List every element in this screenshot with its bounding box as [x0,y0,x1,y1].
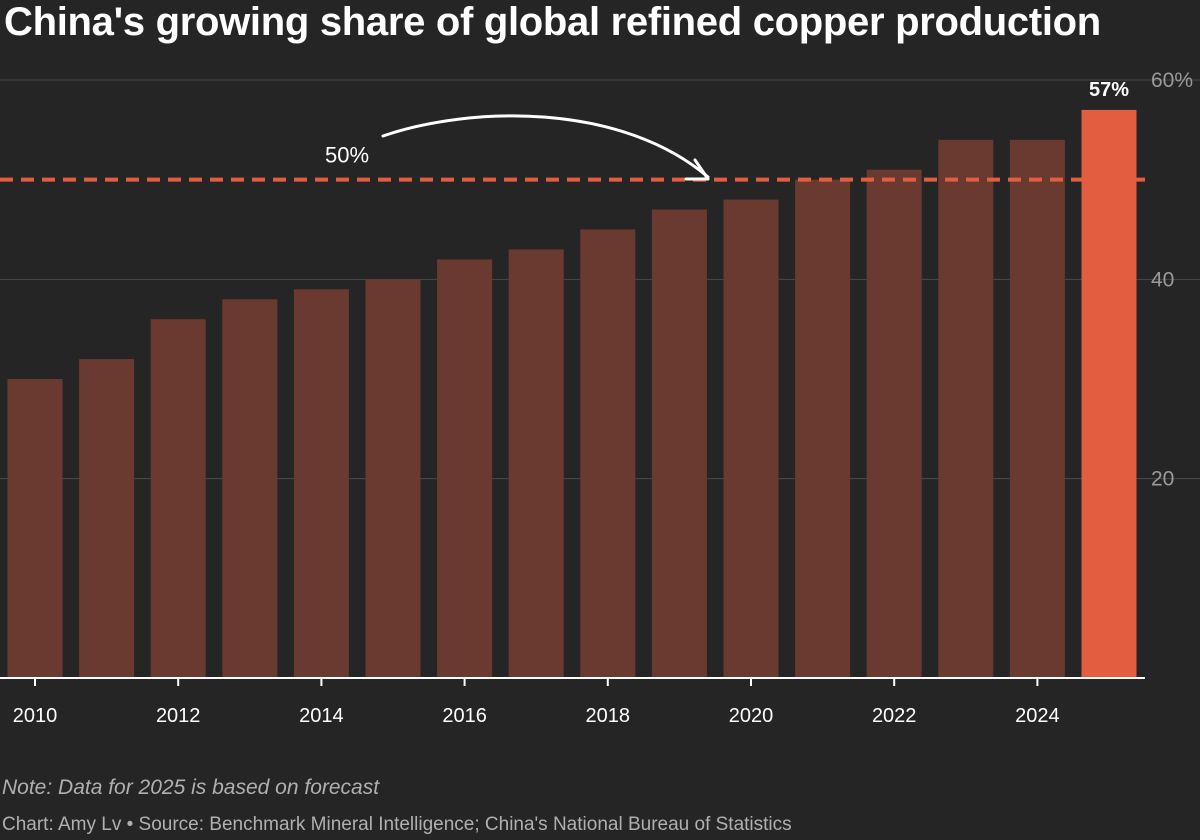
x-tick-label: 2022 [872,705,917,727]
chart-note: Note: Data for 2025 is based on forecast [2,776,380,799]
bars [7,109,1137,679]
bar [293,289,349,678]
bar [1009,139,1065,679]
bar [508,249,564,678]
reference-line-label: 50% [325,143,369,168]
x-tick-label: 2020 [729,705,774,727]
x-tick-label: 2014 [299,705,344,727]
annotation-arrow-head [684,158,710,181]
bar [651,209,707,679]
x-tick-label: 2016 [442,705,487,727]
y-tick-label: 20 [1151,468,1174,491]
x-tick-label: 2018 [586,705,631,727]
bar [79,359,135,678]
bar [437,259,493,678]
bar [580,229,636,678]
annotation-arrow [381,114,710,179]
bar [150,319,206,678]
x-tick-label: 2024 [1015,705,1060,727]
chart-title: China's growing share of global refined … [4,0,1101,44]
data-label: 57% [1089,79,1129,101]
reference-line-group: 50% [0,143,1145,182]
bar [365,279,421,678]
y-tick-label: 60% [1151,69,1193,92]
bar [723,199,779,678]
x-tick-label: 2010 [13,705,58,727]
chart-credit: Chart: Amy Lv • Source: Benchmark Minera… [2,814,792,835]
y-tick-label: 40 [1151,268,1174,291]
bar [938,139,994,679]
bar [795,179,851,678]
bar [7,379,63,678]
bar [866,169,922,678]
bar-highlight [1081,109,1137,678]
x-tick-label: 2012 [156,705,201,727]
axes: 20 40 60% 2010 2012 2014 2016 2018 2020 2022 2024 [0,69,1193,727]
annotations: 57% [381,79,1129,181]
bar [222,299,278,678]
